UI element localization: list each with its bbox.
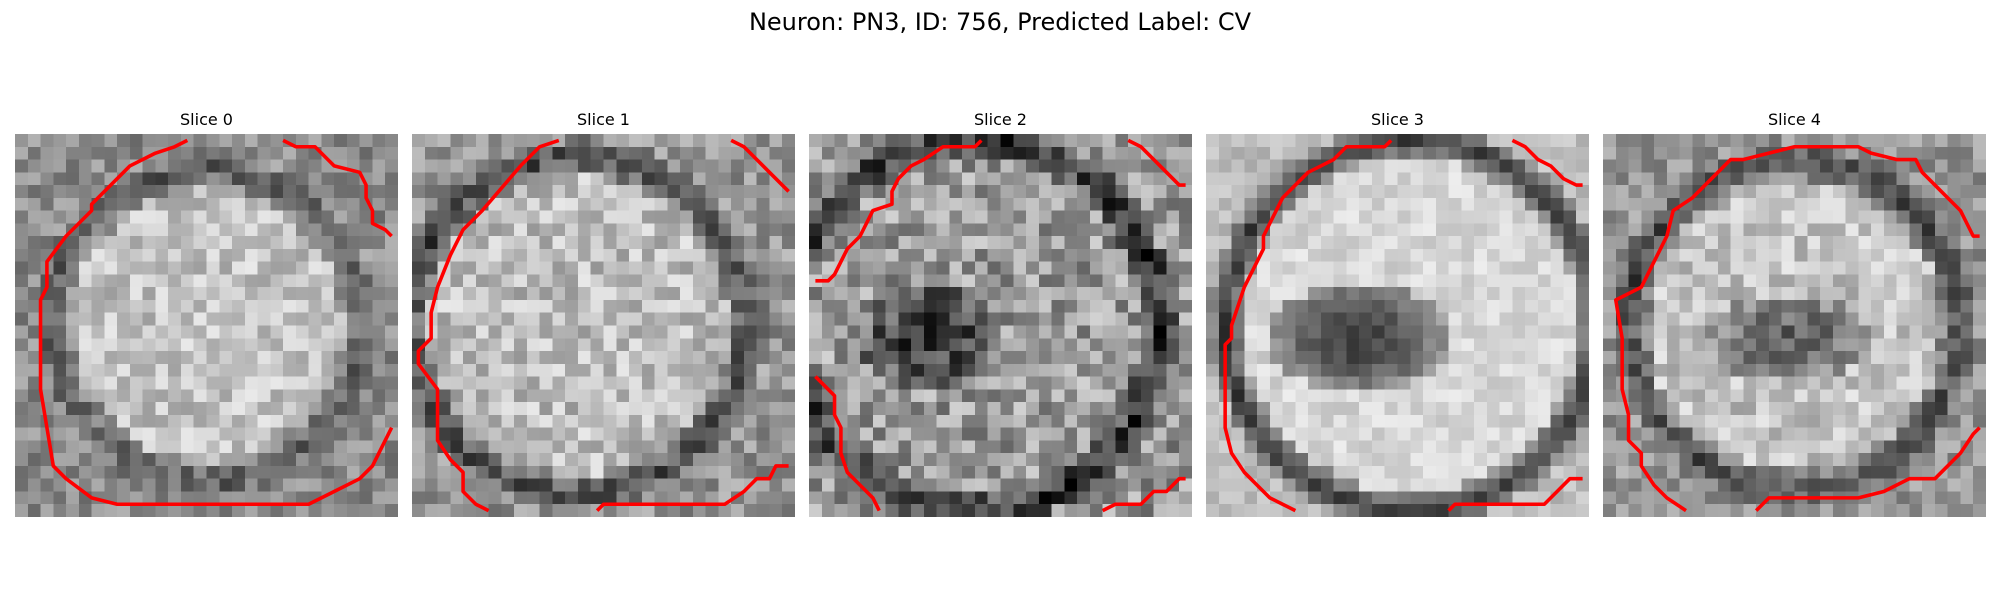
slice-image-0 <box>15 134 398 517</box>
slice-image-4 <box>1603 134 1986 517</box>
slice-image-2 <box>809 134 1192 517</box>
segmentation-contour <box>814 375 881 512</box>
segmentation-contour <box>730 138 790 193</box>
slice-title-1: Slice 1 <box>577 110 630 129</box>
slice-title-0: Slice 0 <box>180 110 233 129</box>
segmentation-contour <box>1447 476 1583 512</box>
segmentation-contour <box>1613 144 1980 513</box>
slice-title-3: Slice 3 <box>1371 110 1424 129</box>
segmentation-contour <box>1754 426 1981 512</box>
slice-title-2: Slice 2 <box>974 110 1027 129</box>
segmentation-contour <box>595 464 789 512</box>
segmentation-contour <box>1223 139 1393 513</box>
slice-image-3 <box>1206 134 1589 517</box>
segmentation-contour <box>1511 138 1583 187</box>
segmentation-contour <box>1101 476 1186 513</box>
segmentation-contour <box>416 138 560 513</box>
segmentation-contour <box>815 139 983 283</box>
slice-image-1 <box>412 134 795 517</box>
figure-title: Neuron: PN3, ID: 756, Predicted Label: C… <box>748 8 1252 36</box>
segmentation-contour <box>282 138 393 238</box>
segmentation-contour <box>1127 138 1186 187</box>
segmentation-contour <box>38 138 394 507</box>
slice-title-4: Slice 4 <box>1768 110 1821 129</box>
